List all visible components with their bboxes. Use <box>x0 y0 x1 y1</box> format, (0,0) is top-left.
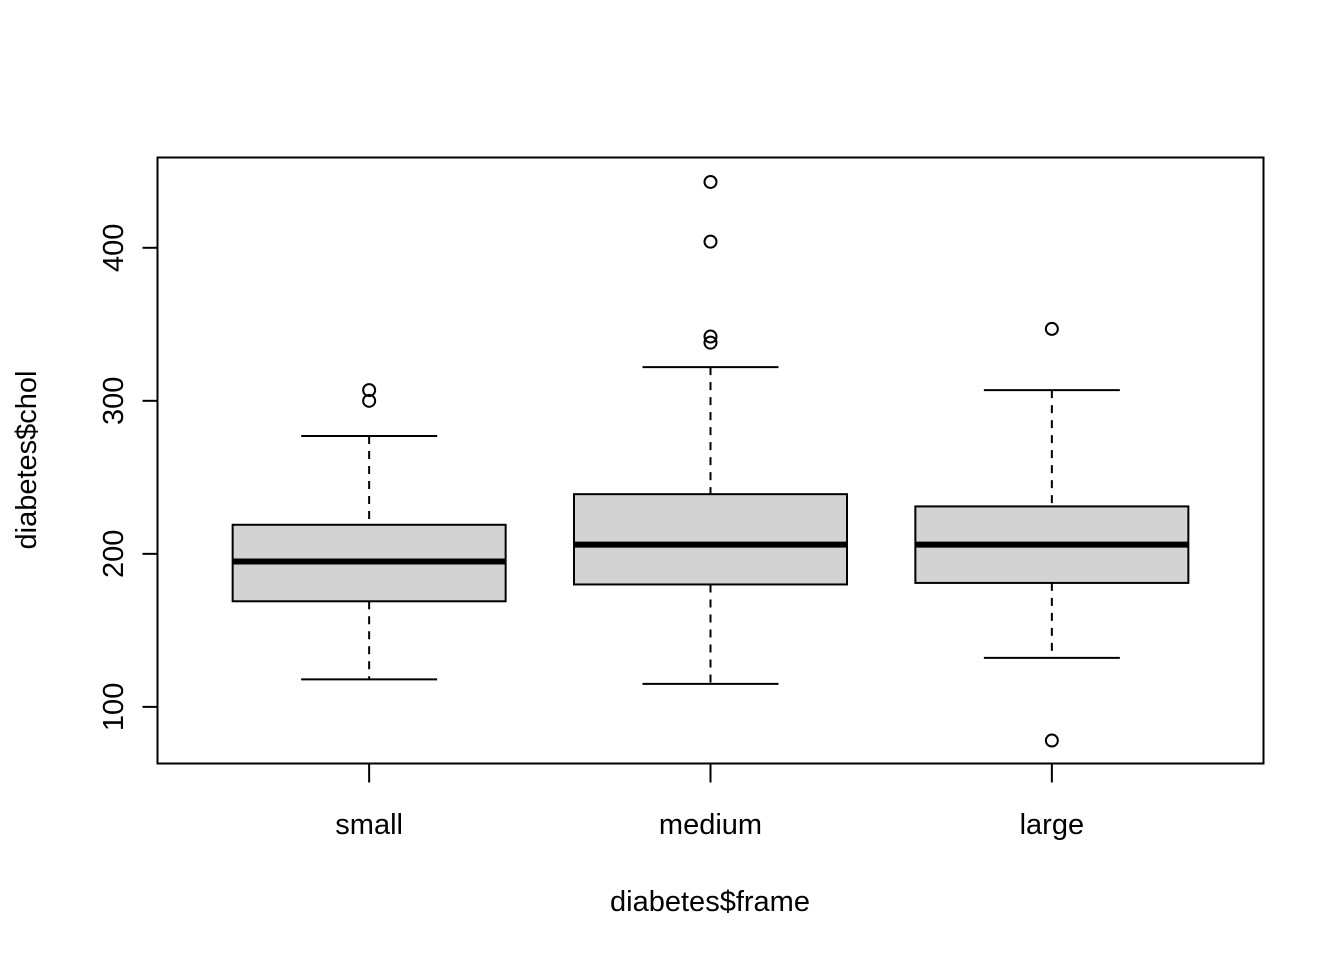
x-tick-label-medium: medium <box>659 809 762 841</box>
x-tick-label-large: large <box>1020 809 1085 841</box>
box-group-small <box>231 383 507 681</box>
boxes-layer <box>231 174 1190 748</box>
y-axis-title: diabetes$chol <box>11 371 43 550</box>
outlier-point <box>362 393 377 408</box>
y-axis: 100 200 300 400 <box>98 224 159 731</box>
y-tick-label: 100 <box>98 683 130 731</box>
outlier-point <box>1044 733 1059 748</box>
outlier-point <box>703 234 718 249</box>
outlier-point <box>362 383 377 398</box>
x-axis-title: diabetes$frame <box>610 886 810 918</box>
outlier-point <box>703 174 718 189</box>
outlier-point <box>703 329 718 344</box>
outlier-point <box>1044 321 1059 336</box>
y-tick-label: 200 <box>98 530 130 578</box>
x-axis: small medium large <box>335 762 1085 841</box>
box-iqr <box>573 493 848 586</box>
box-group-medium <box>573 174 848 685</box>
outlier-point <box>703 335 718 350</box>
y-tick-label: 400 <box>98 224 130 272</box>
box-group-large <box>914 321 1190 748</box>
y-tick-label: 300 <box>98 377 130 425</box>
x-tick-label-small: small <box>335 809 403 841</box>
